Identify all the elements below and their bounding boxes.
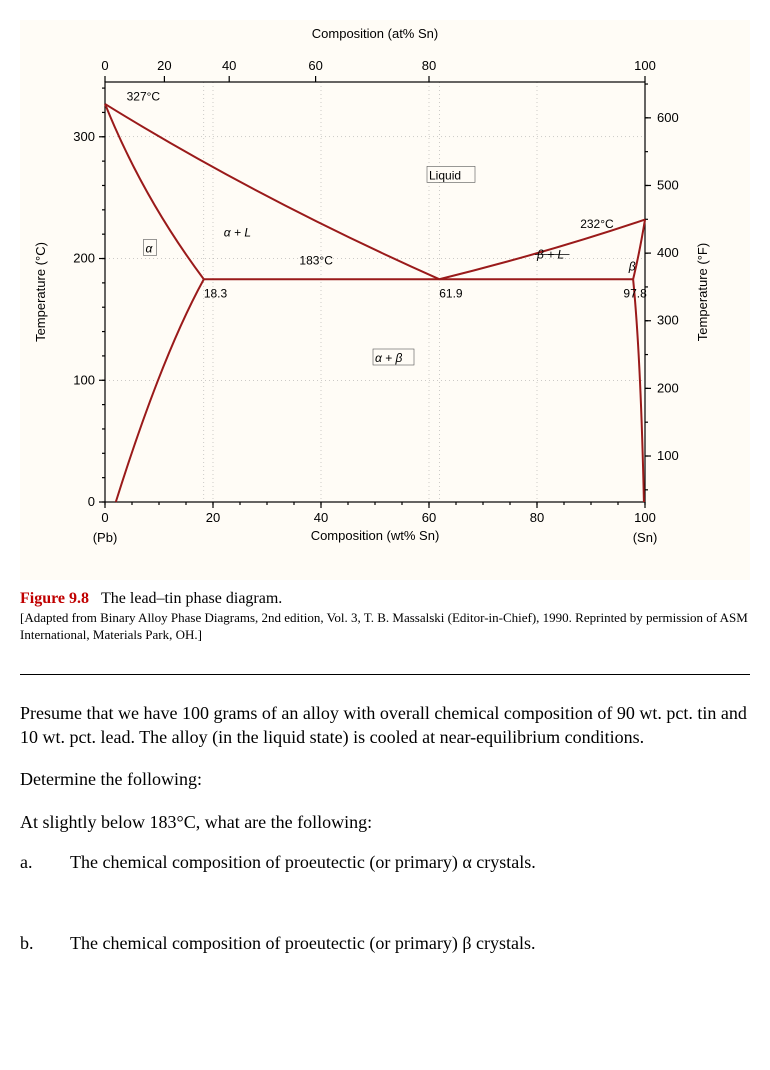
svg-text:β: β: [628, 260, 636, 274]
svg-text:α + L: α + L: [224, 226, 251, 240]
svg-text:61.9: 61.9: [439, 286, 463, 300]
figure-number: Figure 9.8: [20, 590, 89, 607]
svg-text:0: 0: [88, 494, 95, 509]
svg-text:200: 200: [657, 380, 679, 395]
phase-diagram-svg: Composition (at% Sn) Composition (wt% Sn)…: [20, 20, 750, 580]
figure-title: The lead–tin phase diagram.: [101, 590, 282, 607]
question-b: b. The chemical composition of proeutect…: [20, 933, 750, 954]
svg-text:40: 40: [314, 510, 328, 525]
svg-text:Composition (at% Sn): Composition (at% Sn): [312, 26, 438, 41]
svg-text:183°C: 183°C: [299, 254, 333, 268]
svg-text:α: α: [146, 241, 154, 255]
problem-text: Presume that we have 100 grams of an all…: [20, 701, 750, 954]
svg-text:300: 300: [73, 129, 95, 144]
svg-text:Temperature (°F): Temperature (°F): [695, 243, 710, 341]
problem-determine: Determine the following:: [20, 767, 750, 791]
svg-text:300: 300: [657, 313, 679, 328]
svg-text:100: 100: [657, 448, 679, 463]
figure-source: [Adapted from Binary Alloy Phase Diagram…: [20, 610, 750, 644]
svg-text:Temperature (°C): Temperature (°C): [33, 242, 48, 342]
svg-text:40: 40: [222, 58, 236, 73]
svg-text:80: 80: [422, 58, 436, 73]
svg-text:60: 60: [308, 58, 322, 73]
divider: [20, 674, 750, 675]
question-list: a. The chemical composition of proeutect…: [20, 852, 750, 954]
svg-text:α + β: α + β: [375, 351, 403, 365]
svg-text:20: 20: [206, 510, 220, 525]
phase-diagram-chart: Composition (at% Sn) Composition (wt% Sn)…: [20, 20, 750, 580]
svg-text:600: 600: [657, 110, 679, 125]
question-label: a.: [20, 852, 70, 873]
svg-text:Composition (wt% Sn): Composition (wt% Sn): [311, 528, 440, 543]
svg-text:97.8: 97.8: [623, 286, 647, 300]
svg-text:200: 200: [73, 251, 95, 266]
question-text: The chemical composition of proeutectic …: [70, 852, 750, 873]
question-text: The chemical composition of proeutectic …: [70, 933, 750, 954]
svg-text:232°C: 232°C: [580, 217, 614, 231]
svg-text:(Sn): (Sn): [633, 530, 658, 545]
svg-text:18.3: 18.3: [204, 286, 228, 300]
svg-text:(Pb): (Pb): [93, 530, 118, 545]
question-a: a. The chemical composition of proeutect…: [20, 852, 750, 873]
svg-text:80: 80: [530, 510, 544, 525]
problem-condition: At slightly below 183°C, what are the fo…: [20, 810, 750, 834]
svg-text:100: 100: [634, 510, 656, 525]
svg-text:0: 0: [101, 510, 108, 525]
svg-text:100: 100: [634, 58, 656, 73]
svg-text:60: 60: [422, 510, 436, 525]
problem-intro: Presume that we have 100 grams of an all…: [20, 701, 750, 750]
svg-text:20: 20: [157, 58, 171, 73]
svg-text:500: 500: [657, 177, 679, 192]
svg-text:0: 0: [101, 58, 108, 73]
svg-text:100: 100: [73, 372, 95, 387]
figure-caption: Figure 9.8 The lead–tin phase diagram.: [20, 590, 750, 608]
svg-text:327°C: 327°C: [127, 89, 161, 103]
svg-text:Liquid: Liquid: [429, 168, 461, 182]
svg-text:400: 400: [657, 245, 679, 260]
question-label: b.: [20, 933, 70, 954]
